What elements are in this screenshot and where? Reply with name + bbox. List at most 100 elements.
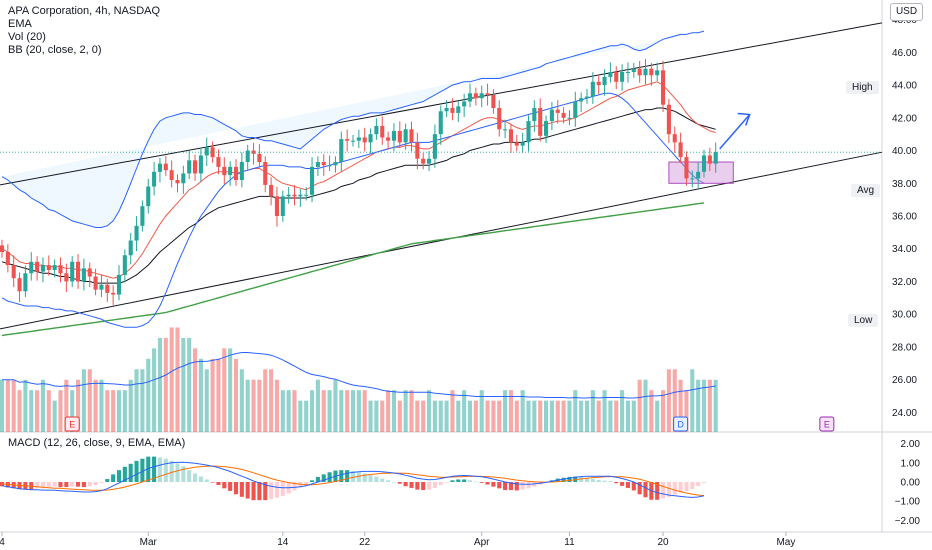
macd-histogram-bar: [380, 478, 385, 482]
volume-bar: [333, 379, 338, 432]
candle-body: [643, 68, 648, 76]
macd-histogram-bar: [415, 482, 420, 490]
candle-body: [157, 163, 162, 172]
volume-indicator-label[interactable]: Vol (20): [8, 31, 46, 43]
volume-bar: [81, 369, 86, 432]
macd-histogram-bar: [187, 470, 192, 482]
candle-body: [181, 173, 186, 184]
candle-body: [29, 261, 34, 274]
symbol-title[interactable]: APA Corporation, 4h, NASDAQ: [8, 5, 161, 17]
macd-histogram-bar: [503, 482, 508, 491]
volume-bar: [678, 379, 683, 432]
macd-histogram-bar: [310, 480, 315, 482]
candle-body: [116, 274, 122, 295]
macd-histogram-bar: [35, 482, 40, 489]
candle-body: [690, 178, 695, 180]
volume-bar: [263, 369, 268, 432]
volume-bar: [52, 400, 57, 432]
candle-body: [362, 137, 367, 143]
macd-histogram-bar: [140, 458, 145, 482]
macd-histogram-bar: [52, 482, 57, 487]
volume-bar: [163, 337, 168, 432]
volume-bar: [620, 390, 625, 432]
macd-histogram-bar: [643, 482, 648, 498]
currency-button[interactable]: USD: [890, 3, 923, 21]
macd-histogram-bar: [625, 482, 630, 488]
candle-body: [239, 162, 244, 180]
macd-histogram-bar: [274, 482, 279, 498]
macd-histogram-bar: [479, 482, 484, 483]
candle-body: [415, 142, 420, 159]
volume-bar: [310, 390, 315, 432]
candle-body: [386, 137, 391, 141]
candle-body: [76, 261, 81, 282]
volume-bar: [555, 400, 560, 432]
candle-body: [70, 261, 75, 282]
macd-histogram-bar: [596, 479, 601, 482]
volume-bar: [204, 369, 209, 432]
candle-body: [111, 292, 116, 295]
volume-bar: [573, 390, 578, 432]
candle-body: [701, 155, 707, 172]
macd-histogram-bar: [608, 481, 613, 482]
price-tick-label: 44.00: [892, 81, 917, 92]
volume-bar: [649, 390, 654, 432]
candle-body: [315, 162, 320, 167]
macd-indicator-label[interactable]: MACD (12, 26, close, 9, EMA, EMA): [8, 437, 186, 449]
volume-bar: [99, 379, 104, 432]
candle-body: [128, 240, 133, 256]
candle-body: [368, 134, 373, 143]
volume-bar: [304, 400, 309, 432]
candle-body: [666, 104, 671, 135]
volume-bar: [210, 358, 215, 432]
volume-bar: [29, 390, 34, 432]
macd-histogram-bar: [432, 482, 437, 488]
macd-histogram-bar: [386, 480, 391, 482]
candle-body: [310, 166, 315, 195]
volume-bar: [590, 390, 595, 432]
macd-tick-label: 2.00: [901, 439, 921, 450]
earnings-marker-upcoming[interactable]: E: [819, 416, 835, 432]
bollinger-indicator-label[interactable]: BB (20, close, 2, 0): [8, 44, 102, 56]
macd-histogram-bar: [579, 476, 584, 482]
volume-bar: [345, 390, 350, 432]
macd-histogram-bar: [116, 470, 122, 482]
candle-body: [216, 157, 221, 167]
macd-histogram-bar: [128, 463, 133, 482]
earnings-marker-text: E: [69, 420, 75, 430]
earnings-marker[interactable]: E: [64, 416, 80, 432]
volume-bar: [514, 400, 519, 432]
candle-body: [631, 68, 636, 72]
volume-bar: [520, 390, 525, 432]
candle-body: [403, 129, 408, 143]
macd-histogram-bar: [666, 482, 671, 497]
ema-indicator-label[interactable]: EMA: [8, 18, 32, 30]
volume-bar: [239, 369, 244, 432]
macd-histogram-bar: [561, 477, 566, 482]
macd-histogram-bar: [181, 466, 186, 482]
time-tick-label: Apr: [474, 537, 490, 548]
price-tick-label: 42.00: [892, 113, 917, 124]
macd-histogram-bar: [497, 482, 502, 489]
candle-body: [251, 150, 256, 154]
macd-histogram-bar: [76, 482, 81, 487]
macd-tick-label: 0.00: [901, 478, 921, 489]
macd-histogram-bar: [46, 482, 51, 488]
time-tick-label: 22: [359, 537, 371, 548]
macd-histogram-bar: [450, 480, 455, 482]
macd-tick-label: 1.00: [901, 458, 921, 469]
macd-histogram-bar: [485, 482, 490, 485]
dividend-marker-text: D: [677, 420, 684, 430]
volume-bar: [257, 379, 262, 432]
candle-body: [538, 108, 543, 136]
macd-histogram-bar: [169, 460, 174, 482]
volume-bar: [181, 337, 186, 432]
candle-body: [432, 134, 437, 159]
earnings-marker-upcoming-box: [819, 416, 835, 432]
candle-body: [421, 158, 426, 164]
macd-histogram-bar: [514, 482, 519, 491]
candle-body: [713, 152, 718, 164]
volume-bar: [5, 379, 10, 432]
dividend-marker[interactable]: D: [673, 416, 689, 432]
